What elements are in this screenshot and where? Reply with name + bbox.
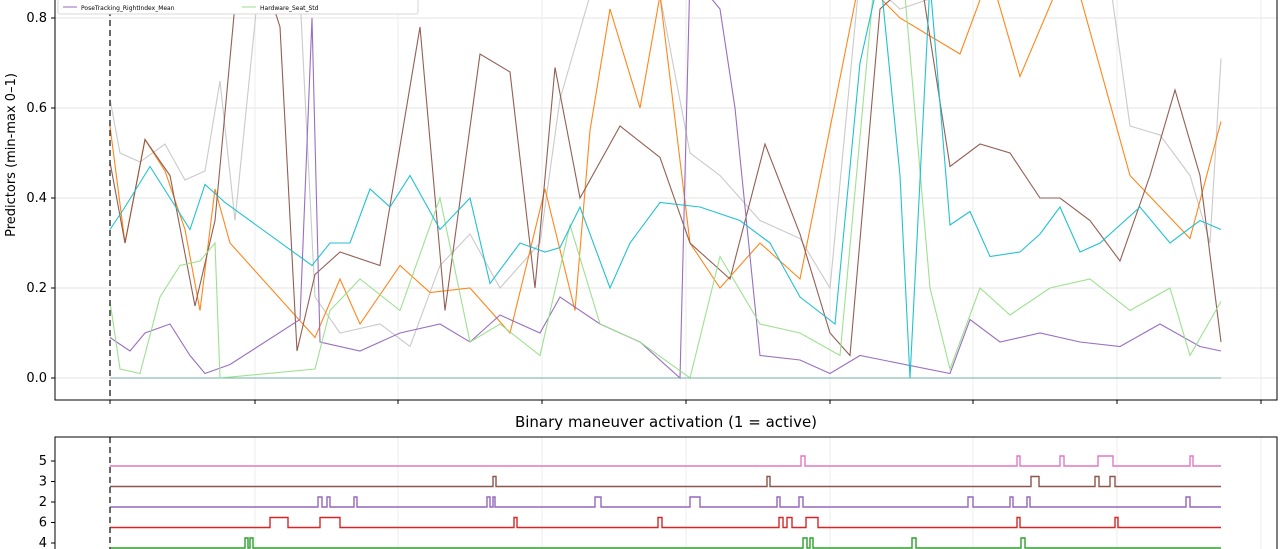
top-y-tick-label: 0.4: [26, 191, 47, 206]
activation-line-6: [110, 516, 1221, 529]
activation-line-4: [110, 537, 1221, 549]
top-x-ticks: [109, 400, 1262, 404]
bottom-y-ticks: 5 3 2 6 4: [39, 454, 55, 549]
legend-label-posetracking: PoseTracking_RightIndex_Mean: [81, 5, 175, 12]
top-gridlines: [55, 0, 1277, 400]
bottom-y-tick-label: 4: [39, 536, 47, 549]
predictor-series-2: [109, 0, 1222, 379]
bottom-y-tick-label: 5: [39, 454, 47, 469]
bottom-y-tick-label: 6: [39, 516, 47, 531]
predictor-series-0: [109, 0, 1222, 379]
predictors-panel: 0.0 0.2 0.4 0.6 0.8 Predictors (min-max 0–1)…: [4, 0, 1278, 404]
top-y-axis-label: Predictors (min-max 0–1): [4, 73, 19, 237]
activation-line-3: [110, 475, 1221, 488]
bottom-y-tick-label: 2: [39, 495, 47, 510]
top-y-tick-label: 0.6: [26, 101, 47, 116]
predictor-series-3: [109, 0, 1222, 380]
predictor-line: [109, 0, 1222, 339]
top-y-tick-label: 0.0: [26, 371, 47, 386]
top-y-tick-label: 0.8: [26, 11, 47, 26]
top-axes-frame: [54, 0, 1278, 401]
legend-label-hardware-seat: Hardware_Seat_Std: [260, 5, 319, 12]
bottom-y-tick-label: 3: [39, 475, 47, 490]
predictor-line: [109, 0, 1222, 348]
predictor-line: [109, 0, 1222, 380]
top-y-tick-label: 0.2: [26, 281, 47, 296]
bottom-axes-frame: [54, 436, 1278, 549]
top-y-ticks: 0.0 0.2 0.4 0.6 0.8: [26, 11, 55, 386]
activation-line-2: [110, 496, 1221, 508]
predictor-series-5: [109, 0, 1222, 379]
legend-box: [57, 0, 419, 15]
bottom-chart-title: Binary maneuver activation (1 = active): [515, 413, 817, 431]
predictor-series-4: [109, 0, 1222, 379]
bottom-gridlines: [109, 437, 1262, 549]
predictor-series-1: [109, 0, 1222, 379]
legend: PoseTracking_RightIndex_Mean Hardware_Se…: [57, 0, 419, 15]
activation-series: [110, 455, 1221, 549]
activation-panel: Binary maneuver activation (1 = active) …: [39, 413, 1278, 549]
activation-line-5: [110, 455, 1221, 467]
predictor-line: [109, 0, 1222, 379]
predictor-line: [109, 0, 1222, 379]
predictor-series: [109, 0, 1222, 380]
predictor-line: [109, 0, 1222, 357]
